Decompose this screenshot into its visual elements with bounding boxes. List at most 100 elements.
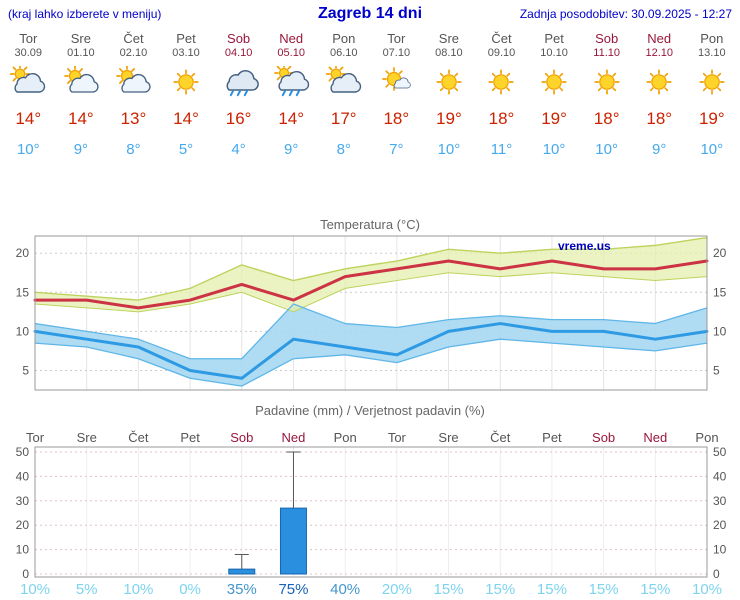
- precip-day-label: Ned: [282, 430, 306, 445]
- sun-rain-icon: [265, 66, 318, 102]
- temp-min: 7°: [389, 141, 404, 158]
- forecast-day-5: Sob 04.10 16° 4°: [212, 31, 265, 158]
- sunny-icon: [160, 66, 213, 102]
- sunny-icon: [580, 66, 633, 102]
- day-date: 01.10: [67, 47, 95, 59]
- temp-min: 10°: [700, 141, 724, 158]
- day-name: Pet: [544, 31, 564, 46]
- precip-probability: 15%: [589, 581, 619, 598]
- day-date: 04.10: [224, 47, 253, 59]
- forecast-strip: Tor 30.09 14° 10° Sre 01.10 14° 9° Čet 02.10 13° 8°…: [2, 31, 738, 158]
- forecast-day-4: Pet 03.10 14° 5°: [160, 31, 213, 158]
- temp-max: 19°: [541, 109, 567, 128]
- day-name: Čet: [491, 31, 512, 46]
- day-date: 11.10: [593, 47, 620, 59]
- forecast-day-10: Čet 09.10 18° 11°: [475, 31, 528, 158]
- precip-axis-label: 0: [22, 567, 29, 581]
- temp-min: 9°: [284, 141, 299, 158]
- temp-max: 17°: [330, 109, 357, 128]
- sunny-icon: [423, 66, 476, 102]
- forecast-day-14: Pon 13.10 19° 10°: [686, 31, 739, 158]
- day-name: Sob: [227, 31, 251, 46]
- plot-border: [34, 235, 708, 391]
- forecast-day-9: Sre 08.10 19° 10°: [423, 31, 476, 158]
- sunny-icon: [686, 66, 739, 102]
- day-name: Sre: [438, 31, 460, 46]
- forecast-day-7: Pon 06.10 17° 8°: [317, 31, 370, 158]
- cloudy-sun-icon: [317, 66, 370, 102]
- temp-axis-label: 15: [16, 285, 30, 299]
- temp-min: 11°: [490, 141, 513, 158]
- day-name: Tor: [387, 31, 406, 46]
- day-date: 05.10: [277, 47, 305, 59]
- precipitation-chart: Tor Sre Čet Pet Sob Ned Pon Tor Sre Čet Pet Sob Ned P…: [16, 430, 727, 598]
- day-date: 02.10: [119, 47, 148, 59]
- precip-axis-label: 20: [713, 518, 727, 532]
- plot-border: [34, 446, 708, 578]
- precip-probability: 35%: [227, 581, 257, 598]
- location-menu-note: (kraj lahko izberete v meniju): [8, 7, 162, 21]
- sunny-icon: [475, 66, 528, 102]
- precip-probability: 15%: [640, 581, 670, 598]
- precip-day-label: Čet: [490, 430, 511, 445]
- precip-day-label: Pet: [542, 430, 562, 445]
- temp-max: 14°: [68, 109, 94, 128]
- temp-max: 18°: [593, 109, 620, 128]
- forecast-day-13: Ned 12.10 18° 9°: [633, 31, 686, 158]
- temp-max: 19°: [436, 109, 462, 128]
- day-name: Sob: [595, 31, 619, 46]
- day-name: Ned: [279, 31, 304, 46]
- precip-probability: 10%: [692, 581, 722, 598]
- precip-axis-label: 40: [16, 469, 30, 483]
- partly-cloudy-icon: [55, 66, 108, 102]
- temp-min: 5°: [178, 141, 194, 158]
- temp-max: 18°: [488, 109, 515, 128]
- temp-max: 14°: [278, 109, 305, 128]
- precip-probability: 10%: [123, 581, 153, 598]
- day-date: 12.10: [645, 47, 673, 59]
- precip-probability: 10%: [20, 581, 50, 598]
- temperature-chart-title: Temperatura (°C): [320, 217, 420, 232]
- day-date: 13.10: [698, 47, 726, 59]
- forecast-day-6: Ned 05.10 14° 9°: [265, 31, 318, 158]
- precip-axis-label: 0: [713, 567, 720, 581]
- temp-max: 13°: [120, 109, 147, 128]
- temp-max: 18°: [383, 109, 410, 128]
- temp-axis-label: 5: [22, 363, 29, 377]
- precip-axis-label: 10: [713, 543, 727, 557]
- sunny-icon: [633, 66, 686, 102]
- temp-min: 4°: [231, 141, 246, 158]
- precip-day-label: Sre: [77, 430, 97, 445]
- precip-probability: 20%: [382, 581, 412, 598]
- precip-day-label: Pon: [695, 430, 718, 445]
- precip-day-label: Sre: [438, 430, 458, 445]
- day-date: 07.10: [382, 47, 411, 59]
- rain-icon: [212, 66, 265, 102]
- sunny-icon: [528, 66, 581, 102]
- precip-bar: [279, 507, 307, 575]
- precip-probability: 75%: [278, 581, 308, 598]
- precip-probability: 15%: [485, 581, 515, 598]
- temp-min: 10°: [542, 141, 566, 158]
- precip-axis-label: 50: [16, 445, 30, 459]
- temp-min: 10°: [16, 141, 40, 158]
- cloudy-sun-icon: [2, 66, 55, 102]
- vreme-watermark-link[interactable]: vreme.us: [558, 239, 611, 253]
- temp-axis-label: 20: [713, 246, 727, 260]
- day-date: 09.10: [487, 47, 516, 59]
- day-name: Ned: [647, 31, 672, 46]
- temp-axis-label: 5: [713, 363, 720, 377]
- precip-probability: 15%: [434, 581, 464, 598]
- forecast-day-1: Tor 30.09 14° 10°: [2, 31, 55, 158]
- temp-max: 14°: [173, 109, 199, 128]
- day-name: Pon: [332, 31, 356, 46]
- precip-axis-label: 10: [16, 543, 30, 557]
- precip-day-label: Ned: [643, 430, 667, 445]
- precip-probability: 5%: [76, 581, 98, 598]
- day-date: 08.10: [435, 47, 463, 59]
- tmax-band-lower-edge: [34, 272, 708, 313]
- temp-axis-label: 15: [713, 285, 727, 299]
- tmax-line: [33, 259, 709, 310]
- precip-probability: 0%: [179, 581, 201, 598]
